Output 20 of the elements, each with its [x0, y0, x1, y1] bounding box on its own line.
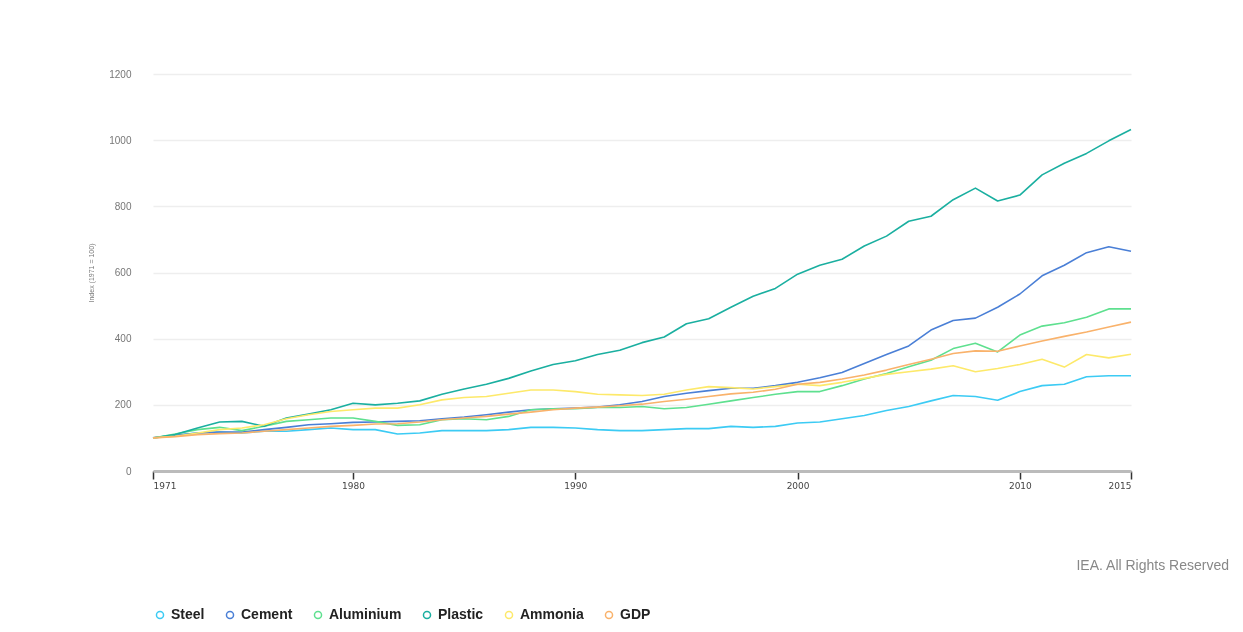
x-tick-label: 2010 [1008, 480, 1033, 491]
legend-label: Ammonia [520, 606, 584, 622]
legend-label: Aluminium [329, 606, 402, 622]
legend-label: Plastic [438, 606, 484, 622]
x-tick-label: 2000 [786, 480, 810, 491]
y-tick-label: 600 [114, 267, 132, 278]
legend-label: Cement [241, 606, 293, 622]
y-tick-label: 800 [114, 200, 132, 212]
x-tick-label: 2015 [1108, 480, 1132, 491]
y-tick-label: 1000 [109, 134, 132, 146]
x-tick-label: 1971 [153, 480, 177, 491]
x-tick-label: 1990 [564, 480, 588, 491]
y-tick-label: 400 [114, 333, 132, 345]
x-tick-label: 1980 [342, 480, 366, 491]
legend-label: Steel [171, 606, 205, 622]
text: IEA. All Rights Reserved [1076, 557, 1229, 573]
y-tick-label: 1200 [109, 68, 132, 80]
y-tick-label: 0 [125, 465, 132, 477]
legend-label: GDP [620, 606, 651, 622]
y-tick-label: 200 [114, 399, 132, 411]
